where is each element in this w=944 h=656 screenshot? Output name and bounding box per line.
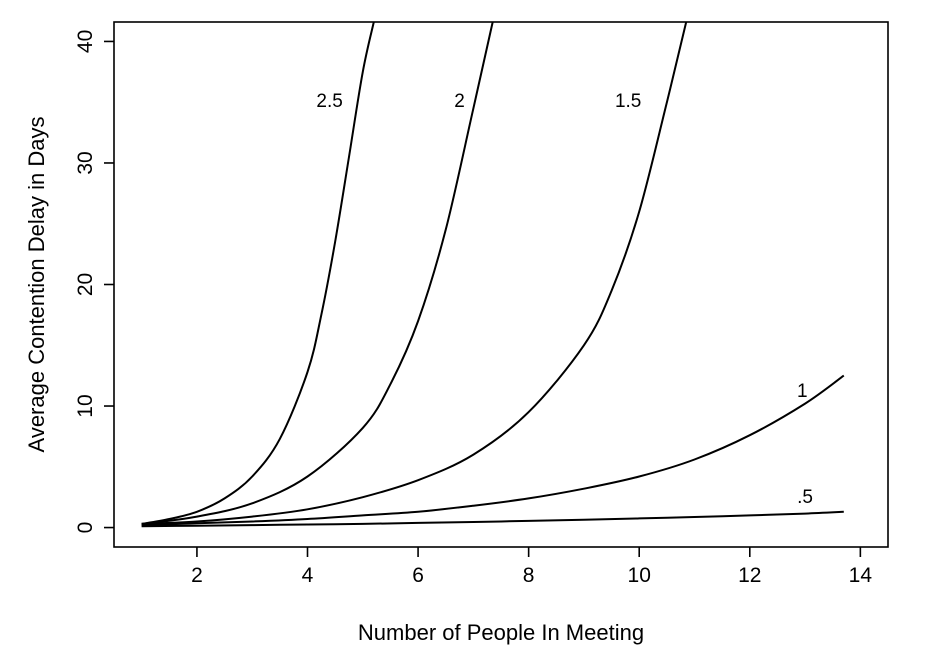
x-tick-label: 6 [412,564,424,587]
y-tick-label: 30 [74,151,97,174]
series-line-2 [141,21,688,525]
x-tick-label: 4 [302,564,314,587]
x-axis-title: Number of People In Meeting [358,620,644,645]
x-tick-label: 8 [523,564,535,587]
series-label: .5 [797,487,813,508]
x-tick-label: 12 [738,564,761,587]
series-line-3 [141,374,845,527]
series-label: 1 [797,381,808,402]
series-label: 1.5 [615,91,641,112]
y-tick-label: 10 [74,394,97,417]
series-labels: 2.5 2 1.51.5 [316,91,813,508]
series-line-4 [141,510,844,528]
y-axis-title: Average Contention Delay in Days [24,117,49,453]
series-label: 2 [454,91,465,112]
series-layer [141,21,845,528]
x-tick-label: 14 [849,564,873,587]
series-label: 2.5 [316,91,342,112]
y-tick-label: 40 [74,30,97,53]
y-axis: 0 10 20 30 40 [74,30,114,534]
x-tick-label: 2 [191,564,203,587]
series-line-0 [141,21,375,525]
y-tick-label: 20 [74,273,97,296]
plot-frame [113,21,889,548]
x-axis: 2 4 6 8 10 12 14 [191,547,872,587]
y-tick-label: 0 [74,522,97,534]
x-tick-label: 10 [628,564,651,587]
series-line-1 [141,21,494,525]
